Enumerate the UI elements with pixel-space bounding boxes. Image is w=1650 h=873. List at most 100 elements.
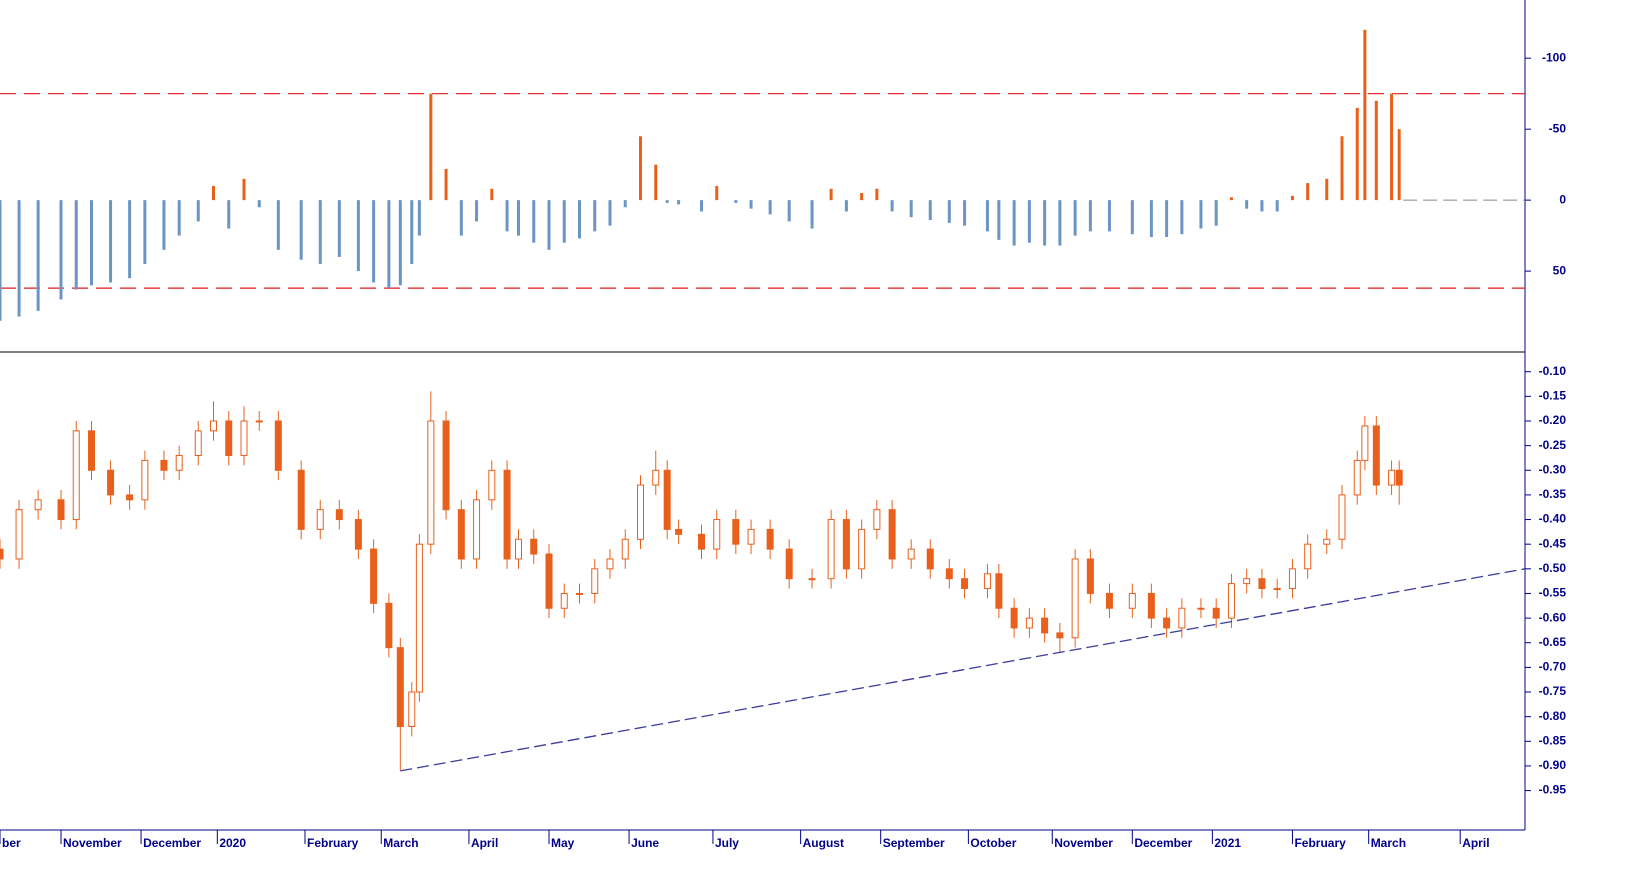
y-tick-label: -0.55 — [1539, 586, 1567, 600]
candle-body — [1105, 592, 1113, 609]
candle-body — [1197, 607, 1205, 610]
bar — [734, 200, 738, 203]
candle-body — [1147, 592, 1155, 619]
candle-body — [354, 519, 362, 550]
candle-body — [1010, 607, 1018, 629]
x-tick-label: November — [1054, 836, 1113, 850]
bar — [59, 200, 63, 300]
bar — [1199, 200, 1203, 229]
bar — [212, 185, 215, 201]
candle-body — [827, 519, 835, 580]
bar — [517, 200, 520, 236]
y-tick-label: 0 — [1559, 192, 1566, 206]
candle-body — [274, 420, 282, 471]
bar — [1245, 200, 1249, 209]
bar — [1363, 29, 1367, 201]
candle-body — [873, 509, 881, 530]
candle-body — [530, 538, 538, 555]
bar — [787, 200, 791, 222]
bar — [17, 200, 21, 317]
bar — [547, 200, 551, 250]
candle-body — [945, 568, 953, 580]
x-tick-label: December — [1134, 836, 1192, 850]
candle-body — [160, 459, 168, 471]
candle-body — [1372, 425, 1380, 486]
x-tick-label: April — [1462, 836, 1489, 850]
bar — [1043, 200, 1047, 246]
bar — [90, 200, 93, 286]
y-tick-label: -0.40 — [1539, 512, 1567, 526]
candle-body — [488, 469, 496, 501]
bar — [1165, 200, 1169, 238]
y-tick-label: -0.95 — [1539, 783, 1567, 797]
candle-body — [515, 538, 522, 560]
bar — [318, 200, 322, 264]
candle-body — [335, 509, 343, 521]
candle-body — [713, 519, 721, 550]
x-tick-label: June — [631, 836, 659, 850]
candle-body — [1212, 607, 1220, 619]
bar — [844, 200, 848, 212]
candle-body — [732, 519, 740, 545]
x-tick-label: 2021 — [1214, 836, 1241, 850]
x-tick-label: 2020 — [219, 836, 246, 850]
bar — [143, 200, 147, 264]
y-tick-label: 50 — [1553, 263, 1567, 277]
bar — [947, 200, 951, 223]
bar — [1325, 178, 1329, 201]
bar — [410, 200, 414, 264]
y-tick-label: -100 — [1542, 50, 1566, 64]
candle-body — [766, 528, 774, 550]
bar — [1149, 200, 1153, 238]
bar — [578, 200, 581, 239]
bar — [1290, 195, 1294, 201]
candle-body — [652, 469, 660, 486]
candle-body — [576, 592, 583, 595]
x-tick-label: December — [143, 836, 201, 850]
candle-body — [385, 602, 393, 649]
candle-body — [1273, 588, 1281, 591]
candle-body — [1227, 583, 1235, 619]
bar — [623, 200, 627, 208]
candle-body — [34, 499, 42, 511]
candle-body — [57, 499, 65, 521]
candle-body — [225, 420, 233, 456]
candle-body — [961, 578, 969, 590]
bar — [257, 200, 261, 208]
candle-body — [0, 548, 4, 560]
candle-body — [1071, 558, 1079, 639]
x-tick-label: ber — [2, 836, 21, 850]
candle-body — [210, 420, 217, 432]
x-tick-label: August — [803, 836, 844, 850]
x-tick-label: February — [307, 836, 359, 850]
bar — [1027, 200, 1031, 243]
candle-body — [141, 459, 149, 501]
bar — [242, 178, 246, 201]
candle-body — [1178, 607, 1186, 629]
candle-body — [1338, 494, 1346, 540]
x-tick-label: May — [551, 836, 575, 850]
bar — [1214, 200, 1218, 226]
bar — [459, 200, 463, 236]
bar — [429, 93, 433, 201]
candle-body — [842, 519, 850, 570]
y-tick-label: -0.85 — [1539, 733, 1567, 747]
bar — [700, 200, 703, 212]
bar — [398, 200, 402, 286]
candle-body — [675, 528, 683, 535]
candle-body — [560, 592, 568, 609]
bar — [196, 200, 200, 222]
bar — [444, 168, 448, 201]
bar — [890, 200, 894, 212]
y-tick-label: -0.10 — [1539, 364, 1567, 378]
candle-body — [606, 558, 614, 570]
bar — [860, 193, 864, 201]
candle-body — [1304, 543, 1312, 570]
bar — [1058, 200, 1062, 246]
bar — [128, 200, 132, 279]
x-tick-label: October — [970, 836, 1016, 850]
bar — [0, 200, 2, 321]
bar — [1374, 100, 1378, 201]
candle-body — [107, 469, 115, 496]
